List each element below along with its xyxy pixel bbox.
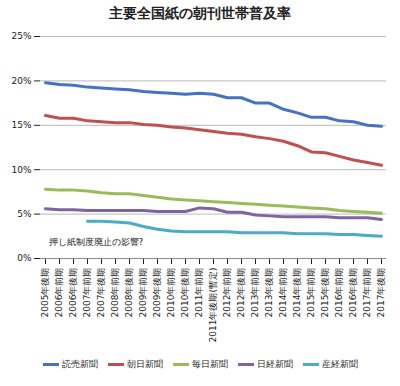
svg-text:2006年後期: 2006年後期 [68, 268, 78, 318]
svg-text:2014年後期: 2014年後期 [292, 268, 302, 318]
svg-text:2013年後期: 2013年後期 [264, 268, 274, 318]
svg-text:2015年前期: 2015年前期 [306, 268, 316, 318]
svg-text:0%: 0% [17, 253, 32, 263]
svg-text:2016年後期: 2016年後期 [348, 268, 358, 318]
svg-text:押し紙制度廃止の影響?: 押し紙制度廃止の影響? [49, 237, 144, 247]
svg-text:2007年後期: 2007年後期 [96, 268, 106, 318]
svg-text:2011年前期: 2011年前期 [194, 268, 204, 318]
svg-text:2016年前期: 2016年前期 [334, 268, 344, 318]
svg-text:20%: 20% [11, 76, 31, 86]
svg-text:2008年前期: 2008年前期 [110, 268, 120, 318]
html-text:日経新聞: 日経新聞 [256, 359, 293, 369]
svg-text:2005年後期: 2005年後期 [40, 268, 50, 318]
svg-text:25%: 25% [11, 31, 31, 41]
svg-text:2017年後期: 2017年後期 [376, 268, 386, 318]
svg-text:2006年前期: 2006年前期 [54, 268, 64, 318]
svg-text:2007年前期: 2007年前期 [82, 268, 92, 318]
html-text:毎日新聞: 毎日新聞 [191, 359, 228, 369]
html-text:読売新聞: 読売新聞 [61, 359, 98, 369]
svg-text:5%: 5% [17, 209, 32, 219]
svg-text:2017年前期: 2017年前期 [362, 268, 372, 318]
svg-text:2013年前期: 2013年前期 [250, 268, 260, 318]
svg-text:2010年前期: 2010年前期 [166, 268, 176, 318]
svg-text:2009年後期: 2009年後期 [152, 268, 162, 318]
svg-text:10%: 10% [11, 165, 31, 175]
svg-text:15%: 15% [11, 120, 31, 130]
svg-text:2015年後期: 2015年後期 [320, 268, 330, 318]
html-text:主要全国紙の朝刊世帯普及率: 主要全国紙の朝刊世帯普及率 [109, 5, 291, 21]
svg-text:2008年後期: 2008年後期 [124, 268, 134, 318]
svg-text:2014年前期: 2014年前期 [278, 268, 288, 318]
svg-text:2011年後期(暫定): 2011年後期(暫定) [208, 268, 218, 343]
html-text:産経新聞: 産経新聞 [321, 359, 358, 369]
svg-text:2012年後期: 2012年後期 [236, 268, 246, 318]
html-text:朝日新聞: 朝日新聞 [126, 359, 163, 369]
svg-text:2012年前期: 2012年前期 [222, 268, 232, 318]
svg-text:2010年後期: 2010年後期 [180, 268, 190, 318]
svg-text:2009年前期: 2009年前期 [138, 268, 148, 318]
